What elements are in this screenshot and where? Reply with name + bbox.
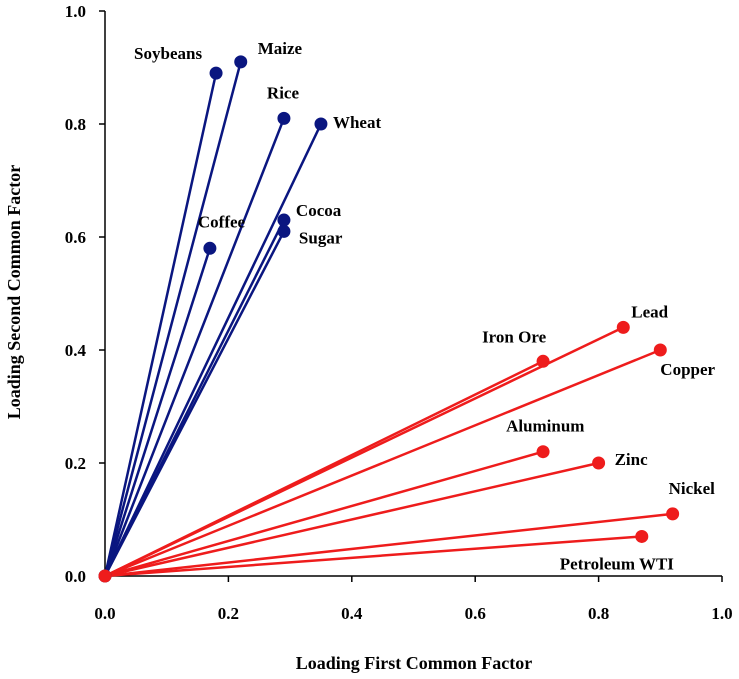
y-tick-label: 0.6 — [65, 228, 86, 247]
loading-vector-zinc — [104, 461, 599, 578]
point-label-wheat: Wheat — [333, 113, 382, 132]
y-tick-label: 0.4 — [65, 341, 87, 360]
loading-vector-wheat — [103, 123, 323, 577]
data-point-soybeans — [209, 66, 223, 80]
point-label-iron-ore: Iron Ore — [482, 327, 547, 346]
point-label-maize: Maize — [258, 39, 303, 58]
point-label-petroleum-wti: Petroleum WTI — [560, 554, 674, 573]
loading-vector-petroleum-wti — [104, 535, 642, 578]
x-axis-title: Loading First Common Factor — [296, 653, 532, 673]
x-tick-label: 0.4 — [341, 604, 363, 623]
point-label-copper: Copper — [660, 360, 715, 379]
data-point-lead — [616, 320, 630, 334]
loading-vector-soybeans — [103, 72, 218, 577]
loading-vector-copper — [104, 348, 661, 578]
data-point-cocoa — [277, 213, 291, 227]
x-tick-label: 1.0 — [711, 604, 732, 623]
point-label-soybeans: Soybeans — [134, 44, 202, 63]
point-label-cocoa: Cocoa — [296, 201, 342, 220]
loading-vector-lead — [104, 326, 624, 578]
point-label-rice: Rice — [267, 83, 300, 102]
point-label-zinc: Zinc — [615, 450, 649, 469]
point-label-coffee: Coffee — [198, 212, 246, 231]
x-tick-label: 0.8 — [588, 604, 609, 623]
loading-vector-nickel — [104, 512, 673, 578]
point-label-lead: Lead — [631, 302, 668, 321]
origin-point — [98, 569, 112, 583]
data-point-wheat — [314, 117, 328, 131]
data-point-nickel — [666, 507, 680, 521]
plot-area: 0.0 0.2 0.4 0.6 0.8 1.0 0.0 0.2 0.4 0.6 0.8 1.0 Soyb… — [65, 2, 733, 623]
y-tick-label: 0.0 — [65, 567, 86, 586]
point-label-nickel: Nickel — [669, 479, 716, 498]
y-axis-title: Loading Second Common Factor — [4, 165, 24, 420]
point-label-aluminum: Aluminum — [506, 417, 584, 436]
loading-vector-sugar — [103, 230, 286, 577]
point-label-sugar: Sugar — [299, 228, 343, 247]
x-tick-label: 0.2 — [218, 604, 239, 623]
data-point-iron-ore — [536, 354, 550, 368]
data-point-maize — [234, 55, 248, 69]
data-point-sugar — [277, 224, 291, 238]
data-point-coffee — [203, 241, 217, 255]
y-tick-label: 0.8 — [65, 115, 86, 134]
data-point-aluminum — [536, 445, 550, 459]
data-point-rice — [277, 111, 291, 125]
loading-vector-rice — [103, 117, 286, 577]
data-point-zinc — [592, 456, 606, 470]
y-tick-label: 1.0 — [65, 2, 86, 21]
data-point-petroleum-wti — [635, 529, 649, 543]
x-tick-label: 0.0 — [94, 604, 115, 623]
x-tick-label: 0.6 — [465, 604, 486, 623]
loading-vector-coffee — [103, 247, 212, 577]
loading-vector-maize — [103, 61, 242, 577]
loading-vector-aluminum — [104, 450, 544, 578]
data-point-copper — [653, 343, 667, 357]
y-tick-label: 0.2 — [65, 454, 86, 473]
